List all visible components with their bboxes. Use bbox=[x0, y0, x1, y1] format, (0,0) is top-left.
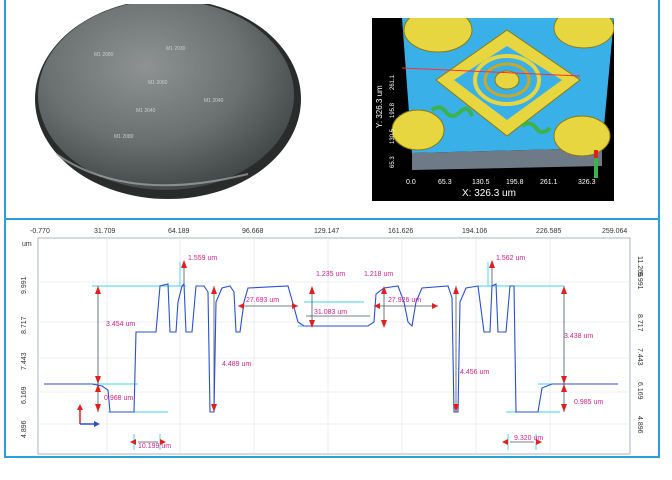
panel-divider bbox=[4, 218, 660, 220]
axis-origin-icon bbox=[77, 404, 100, 427]
x-tick: -0.770 bbox=[30, 228, 50, 235]
y-tick: 7.443 bbox=[21, 352, 28, 370]
y-unit: um bbox=[22, 241, 32, 248]
profile-measurement-panel: -0.770 31.709 64.189 96.668 129.147 161.… bbox=[8, 222, 656, 458]
x-tick: 0.0 bbox=[406, 179, 416, 186]
y-tick: 9.991 bbox=[21, 276, 28, 294]
y-tick-right: 4.896 bbox=[636, 416, 643, 434]
x-tick: 31.709 bbox=[94, 228, 116, 235]
figure-frame bbox=[4, 0, 660, 458]
measurement-label: 4.489 um bbox=[222, 361, 251, 368]
y-tick-right: 8.717 bbox=[636, 314, 643, 332]
y-tick: 4.896 bbox=[21, 420, 28, 438]
y-tick-right: 6.169 bbox=[636, 382, 643, 400]
wafer-surface bbox=[38, 0, 294, 190]
x-tick: 64.189 bbox=[168, 228, 190, 235]
y-tick: 130.5 bbox=[390, 128, 396, 144]
y-tick: 65.3 bbox=[390, 156, 396, 168]
measurement-label: 9.320 um bbox=[514, 435, 543, 442]
green-region bbox=[520, 121, 552, 134]
wafer-highlight bbox=[55, 153, 249, 187]
ring-outer bbox=[473, 54, 541, 106]
measurement-label: 31.083 um bbox=[314, 309, 347, 316]
die-label: M1 2030 bbox=[166, 46, 186, 52]
wafer-photo-panel: M1 2080 M1 2030 M1 2060 M1 2040 M1 2040 … bbox=[8, 0, 328, 214]
y-tick-right: 9.991 bbox=[636, 272, 643, 290]
measurement-arrows bbox=[95, 260, 567, 445]
die-label: M1 2040 bbox=[204, 98, 224, 104]
y-tick-right: 7.443 bbox=[636, 348, 643, 366]
measurement-label: 1.235 um bbox=[316, 271, 345, 278]
x-tick: 194.106 bbox=[462, 228, 487, 235]
die-label: M1 2040 bbox=[136, 108, 156, 114]
measurement-label: 1.559 um bbox=[188, 255, 217, 262]
x-tick: 129.147 bbox=[314, 228, 339, 235]
profile-plot: -0.770 31.709 64.189 96.668 129.147 161.… bbox=[21, 228, 643, 455]
ring-inner bbox=[494, 70, 520, 90]
x-axis-title: X: 326.3 um bbox=[462, 188, 516, 199]
x-tick: 226.585 bbox=[536, 228, 561, 235]
x-tick: 65.3 bbox=[438, 179, 452, 186]
substrate-side bbox=[412, 148, 602, 170]
x-tick: 130.5 bbox=[472, 179, 490, 186]
measurement-label: 27.693 um bbox=[246, 297, 279, 304]
surface-3d-render: 0.0 65.3 130.5 195.8 261.1 326.3 X: 326.… bbox=[372, 7, 615, 201]
y-tick: 261.1 bbox=[390, 74, 396, 90]
color-scale-bar bbox=[594, 150, 598, 178]
measurement-label: 0.985 um bbox=[574, 399, 603, 406]
die-label: M1 2060 bbox=[148, 80, 168, 86]
green-region bbox=[430, 105, 474, 118]
measurement-label: 4.456 um bbox=[460, 369, 489, 376]
y-axis-title-group: Y: 326.3 um bbox=[375, 85, 384, 128]
die-label: M1 2080 bbox=[94, 52, 114, 58]
x-tick: 326.3 bbox=[578, 179, 596, 186]
y-tick: 8.717 bbox=[21, 316, 28, 334]
measurement-label: 0.968 um bbox=[104, 395, 133, 402]
measurement-label: 10.199 um bbox=[138, 443, 171, 450]
section-line bbox=[401, 67, 581, 77]
y-tick: 6.169 bbox=[21, 386, 28, 404]
wafer-photo: M1 2080 M1 2030 M1 2060 M1 2040 M1 2040 … bbox=[35, 0, 301, 199]
measurement-label: 3.454 um bbox=[106, 321, 135, 328]
x-tick: 195.8 bbox=[506, 179, 524, 186]
measurement-label: 27.926 um bbox=[388, 297, 421, 304]
surface-3d-map: 0.0 65.3 130.5 195.8 261.1 326.3 X: 326.… bbox=[372, 7, 615, 201]
x-tick: 96.668 bbox=[242, 228, 264, 235]
x-tick: 259.064 bbox=[602, 228, 627, 235]
corner-mesa-bl bbox=[391, 109, 445, 151]
ring-middle bbox=[483, 62, 531, 98]
y-axis-title: Y: 326.3 um bbox=[375, 85, 384, 128]
measurement-label: 1.218 um bbox=[364, 271, 393, 278]
height-profile-trace bbox=[44, 282, 618, 413]
x-tick: 161.626 bbox=[388, 228, 413, 235]
x-tick: 261.1 bbox=[540, 179, 558, 186]
measurement-label: 1.562 um bbox=[496, 255, 525, 262]
die-label: M1 2080 bbox=[114, 134, 134, 140]
y-tick-right: 11.265 bbox=[636, 256, 643, 277]
corner-mesa-br bbox=[553, 115, 611, 157]
measurement-label: 3.438 um bbox=[564, 333, 593, 340]
y-tick: 195.8 bbox=[390, 102, 396, 118]
plot-area bbox=[37, 237, 631, 455]
